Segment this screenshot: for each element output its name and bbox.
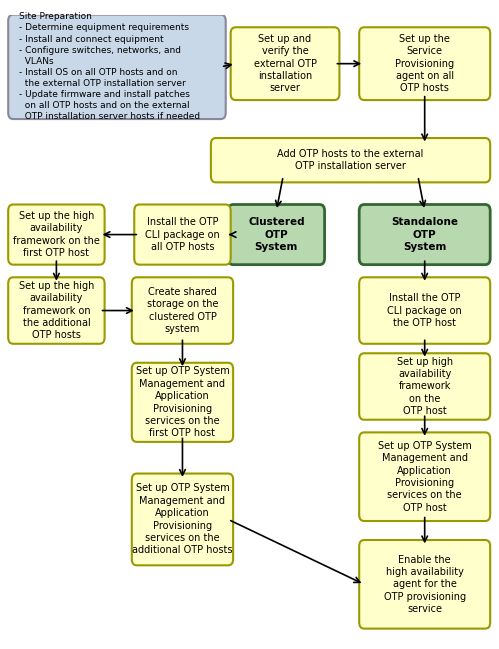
FancyBboxPatch shape xyxy=(8,277,105,344)
FancyBboxPatch shape xyxy=(132,277,233,344)
FancyBboxPatch shape xyxy=(228,204,324,265)
FancyBboxPatch shape xyxy=(211,138,490,182)
FancyBboxPatch shape xyxy=(359,353,490,420)
Text: Set up and
verify the
external OTP
installation
server: Set up and verify the external OTP insta… xyxy=(253,34,316,93)
Text: Set up the high
availability
framework on the
first OTP host: Set up the high availability framework o… xyxy=(13,211,100,258)
Text: Enable the
high availability
agent for the
OTP provisioning
service: Enable the high availability agent for t… xyxy=(384,554,466,614)
Text: Set up the
Service
Provisioning
agent on all
OTP hosts: Set up the Service Provisioning agent on… xyxy=(395,34,454,93)
Text: Set up the high
availability
framework on
the additional
OTP hosts: Set up the high availability framework o… xyxy=(18,281,94,340)
Text: Create shared
storage on the
clustered OTP
system: Create shared storage on the clustered O… xyxy=(147,287,218,334)
Text: Clustered
OTP
System: Clustered OTP System xyxy=(248,217,305,252)
FancyBboxPatch shape xyxy=(359,432,490,521)
FancyBboxPatch shape xyxy=(231,27,339,100)
FancyBboxPatch shape xyxy=(359,277,490,344)
Text: Install the OTP
CLI package on
all OTP hosts: Install the OTP CLI package on all OTP h… xyxy=(145,217,220,252)
FancyBboxPatch shape xyxy=(359,204,490,265)
FancyBboxPatch shape xyxy=(359,27,490,100)
Text: Set up OTP System
Management and
Application
Provisioning
services on the
first : Set up OTP System Management and Applica… xyxy=(136,366,230,438)
Text: Set up OTP System
Management and
Application
Provisioning
services on the
additi: Set up OTP System Management and Applica… xyxy=(132,484,233,556)
FancyBboxPatch shape xyxy=(359,540,490,629)
Text: Site Preparation
- Determine equipment requirements
- Install and connect equipm: Site Preparation - Determine equipment r… xyxy=(19,12,200,121)
FancyBboxPatch shape xyxy=(132,474,233,565)
FancyBboxPatch shape xyxy=(132,363,233,442)
Text: Install the OTP
CLI package on
the OTP host: Install the OTP CLI package on the OTP h… xyxy=(387,293,462,328)
Text: Set up OTP System
Management and
Application
Provisioning
services on the
OTP ho: Set up OTP System Management and Applica… xyxy=(378,441,472,513)
Text: Standalone
OTP
System: Standalone OTP System xyxy=(391,217,458,252)
FancyBboxPatch shape xyxy=(8,15,226,119)
FancyBboxPatch shape xyxy=(134,204,231,265)
Text: Set up high
availability
framework
on the
OTP host: Set up high availability framework on th… xyxy=(397,357,453,416)
Text: Add OTP hosts to the external
OTP installation server: Add OTP hosts to the external OTP instal… xyxy=(277,149,424,171)
FancyBboxPatch shape xyxy=(8,204,105,265)
